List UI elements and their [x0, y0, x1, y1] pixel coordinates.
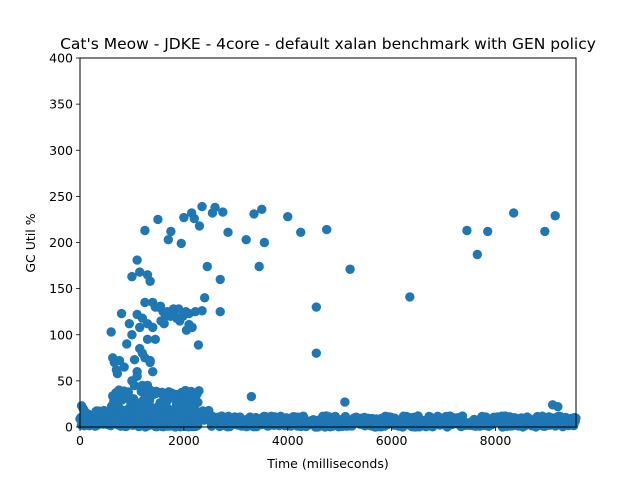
data-point — [194, 221, 205, 231]
data-point — [114, 355, 125, 366]
data-point — [215, 306, 225, 317]
data-point — [150, 334, 161, 345]
y-tick-label: 250 — [49, 189, 73, 204]
y-tick-label: 350 — [49, 97, 73, 112]
data-point — [122, 339, 132, 349]
data-point — [173, 421, 184, 432]
data-point — [340, 397, 350, 407]
data-point — [135, 322, 145, 333]
data-point — [145, 357, 155, 368]
x-axis-label: Time (milliseconds) — [266, 456, 388, 471]
data-point — [311, 302, 322, 312]
data-point — [166, 226, 176, 237]
data-point — [142, 334, 153, 345]
data-point — [112, 368, 123, 379]
data-point — [218, 207, 228, 217]
data-point — [148, 366, 158, 377]
data-points — [75, 201, 581, 432]
data-point — [179, 212, 189, 223]
y-tick-label: 400 — [49, 51, 73, 66]
y-tick-label: 100 — [49, 327, 73, 342]
data-point — [194, 386, 204, 396]
data-point — [79, 406, 90, 417]
x-tick-label: 6000 — [376, 433, 408, 448]
y-tick-label: 200 — [49, 235, 73, 250]
x-tick-label: 4000 — [272, 433, 304, 448]
data-point — [129, 354, 140, 365]
y-tick-label: 50 — [57, 373, 73, 388]
data-point — [148, 322, 158, 333]
data-point — [296, 227, 306, 238]
x-axis-ticks: 0 2000 4000 6000 8000 — [76, 427, 511, 448]
x-tick-label: 2000 — [168, 433, 200, 448]
data-point — [193, 397, 203, 408]
data-point — [199, 293, 210, 303]
data-point — [241, 235, 251, 245]
data-point — [540, 226, 550, 237]
data-point — [123, 387, 133, 397]
data-point — [190, 306, 200, 317]
y-axis-label: GC Util % — [23, 213, 38, 272]
data-point — [210, 202, 220, 213]
data-point — [114, 385, 124, 395]
data-point — [163, 235, 173, 245]
data-point — [254, 261, 264, 272]
data-point — [483, 226, 493, 237]
data-point — [472, 249, 483, 260]
data-point — [259, 237, 270, 248]
data-point — [223, 227, 233, 238]
data-point — [116, 308, 127, 319]
data-point — [283, 211, 293, 222]
data-point — [249, 209, 259, 219]
data-point — [194, 408, 205, 419]
x-tick-label: 0 — [76, 433, 84, 448]
data-point — [257, 204, 267, 214]
data-point — [197, 201, 207, 212]
data-point — [322, 224, 332, 235]
data-point — [193, 340, 204, 350]
data-point — [246, 391, 257, 402]
data-point — [176, 238, 186, 249]
data-point — [140, 225, 150, 236]
data-point — [119, 362, 129, 372]
data-point — [202, 261, 212, 272]
y-tick-label: 300 — [49, 143, 73, 158]
data-point — [311, 348, 322, 358]
data-point — [215, 274, 225, 285]
data-point — [140, 297, 150, 308]
data-point — [462, 225, 472, 236]
data-point — [553, 402, 563, 412]
data-point — [145, 276, 155, 286]
y-axis-ticks: 0 50 100 150 200 250 300 350 400 — [49, 51, 80, 435]
data-point — [132, 255, 142, 265]
data-point — [508, 208, 519, 218]
data-point — [159, 318, 169, 329]
data-point — [189, 213, 199, 224]
data-point — [345, 264, 355, 274]
data-point — [187, 322, 197, 333]
data-point — [405, 292, 415, 302]
y-tick-label: 150 — [49, 281, 73, 296]
chart-title: Cat's Meow - JDKE - 4core - default xala… — [60, 35, 596, 53]
data-point — [153, 214, 163, 225]
data-point — [127, 330, 137, 340]
data-point — [129, 380, 140, 391]
x-tick-label: 8000 — [480, 433, 512, 448]
data-point — [106, 327, 116, 337]
data-point — [135, 267, 145, 277]
data-point — [153, 302, 163, 312]
data-point — [145, 385, 155, 395]
data-point — [124, 318, 135, 329]
data-point — [550, 211, 560, 221]
y-tick-label: 0 — [65, 420, 73, 435]
data-point — [127, 271, 137, 282]
